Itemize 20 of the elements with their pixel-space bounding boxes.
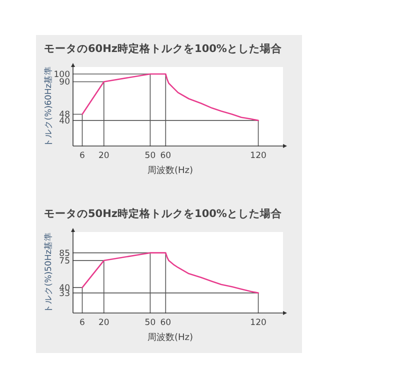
chart-title: モータの50Hz時定格トルクを100%とした場合 (44, 207, 282, 220)
x-tick-label: 50 (144, 151, 156, 161)
chart-title: モータの60Hz時定格トルクを100%とした場合 (44, 42, 282, 55)
x-tick-label: 60 (160, 151, 172, 161)
y-tick-label: 90 (59, 78, 70, 88)
x-tick-label: 120 (250, 151, 266, 161)
x-tick-label: 60 (160, 318, 172, 328)
y-tick-label: 75 (59, 256, 70, 267)
x-tick-label: 20 (98, 151, 110, 161)
x-axis-title: 周波数(Hz) (148, 165, 194, 176)
x-tick-label: 6 (80, 318, 85, 328)
x-tick-label: 120 (250, 318, 266, 328)
x-tick-label: 6 (80, 151, 85, 161)
y-axis-title: トルク(%)60Hz基準 (43, 66, 54, 148)
y-axis-title: トルク(%)50Hz基準 (43, 232, 54, 314)
x-tick-label: 50 (144, 318, 156, 328)
y-tick-label: 33 (59, 288, 70, 299)
y-tick-label: 40 (59, 116, 70, 126)
x-axis-title: 周波数(Hz) (148, 332, 194, 343)
x-tick-label: 20 (98, 318, 110, 328)
